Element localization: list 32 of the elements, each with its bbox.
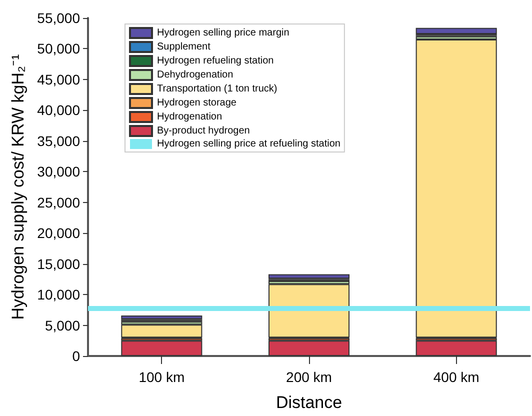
x-tick-label: 200 km	[286, 369, 332, 385]
y-axis-title: Hydrogen supply cost/ KRW kgH₂⁻¹	[8, 54, 28, 320]
legend-label: Transportation (1 ton truck)	[157, 84, 278, 94]
legend-label: By-product hydrogen	[157, 126, 250, 136]
legend-label: Supplement	[157, 42, 211, 52]
bar	[416, 28, 497, 34]
legend-label: Dehydrogenation	[157, 70, 234, 80]
y-tick-label: 35,000	[37, 132, 80, 149]
x-tick-label: 100 km	[138, 369, 185, 385]
y-tick-label: 40,000	[37, 102, 80, 118]
bar	[268, 274, 350, 279]
legend-label: Hydrogen refueling station	[157, 56, 274, 66]
y-tick-label: 0	[72, 348, 80, 364]
legend-label: Hydrogenation	[157, 112, 222, 122]
y-tick-label: 25,000	[37, 194, 80, 210]
y-tick-label: 10,000	[37, 286, 80, 303]
x-axis-title: Distance	[276, 393, 342, 412]
y-tick-label: 20,000	[37, 225, 80, 242]
y-tick-label: 50,000	[37, 40, 80, 57]
bar	[416, 40, 497, 338]
y-tick-label: 15,000	[37, 256, 80, 272]
bar	[268, 284, 350, 338]
y-tick-label: 55,000	[37, 10, 80, 26]
bar	[121, 324, 202, 338]
x-tick-label: 400 km	[433, 369, 480, 385]
legend-label: Hydrogen storage	[157, 98, 237, 108]
bar	[121, 315, 202, 320]
y-tick-label: 30,000	[37, 164, 80, 180]
legend-label: Hydrogen selling price margin	[157, 28, 290, 38]
y-tick-label: 45,000	[37, 71, 80, 88]
y-tick-label: 5,000	[44, 317, 80, 334]
legend-label: Hydrogen selling price at refueling station	[157, 138, 340, 150]
